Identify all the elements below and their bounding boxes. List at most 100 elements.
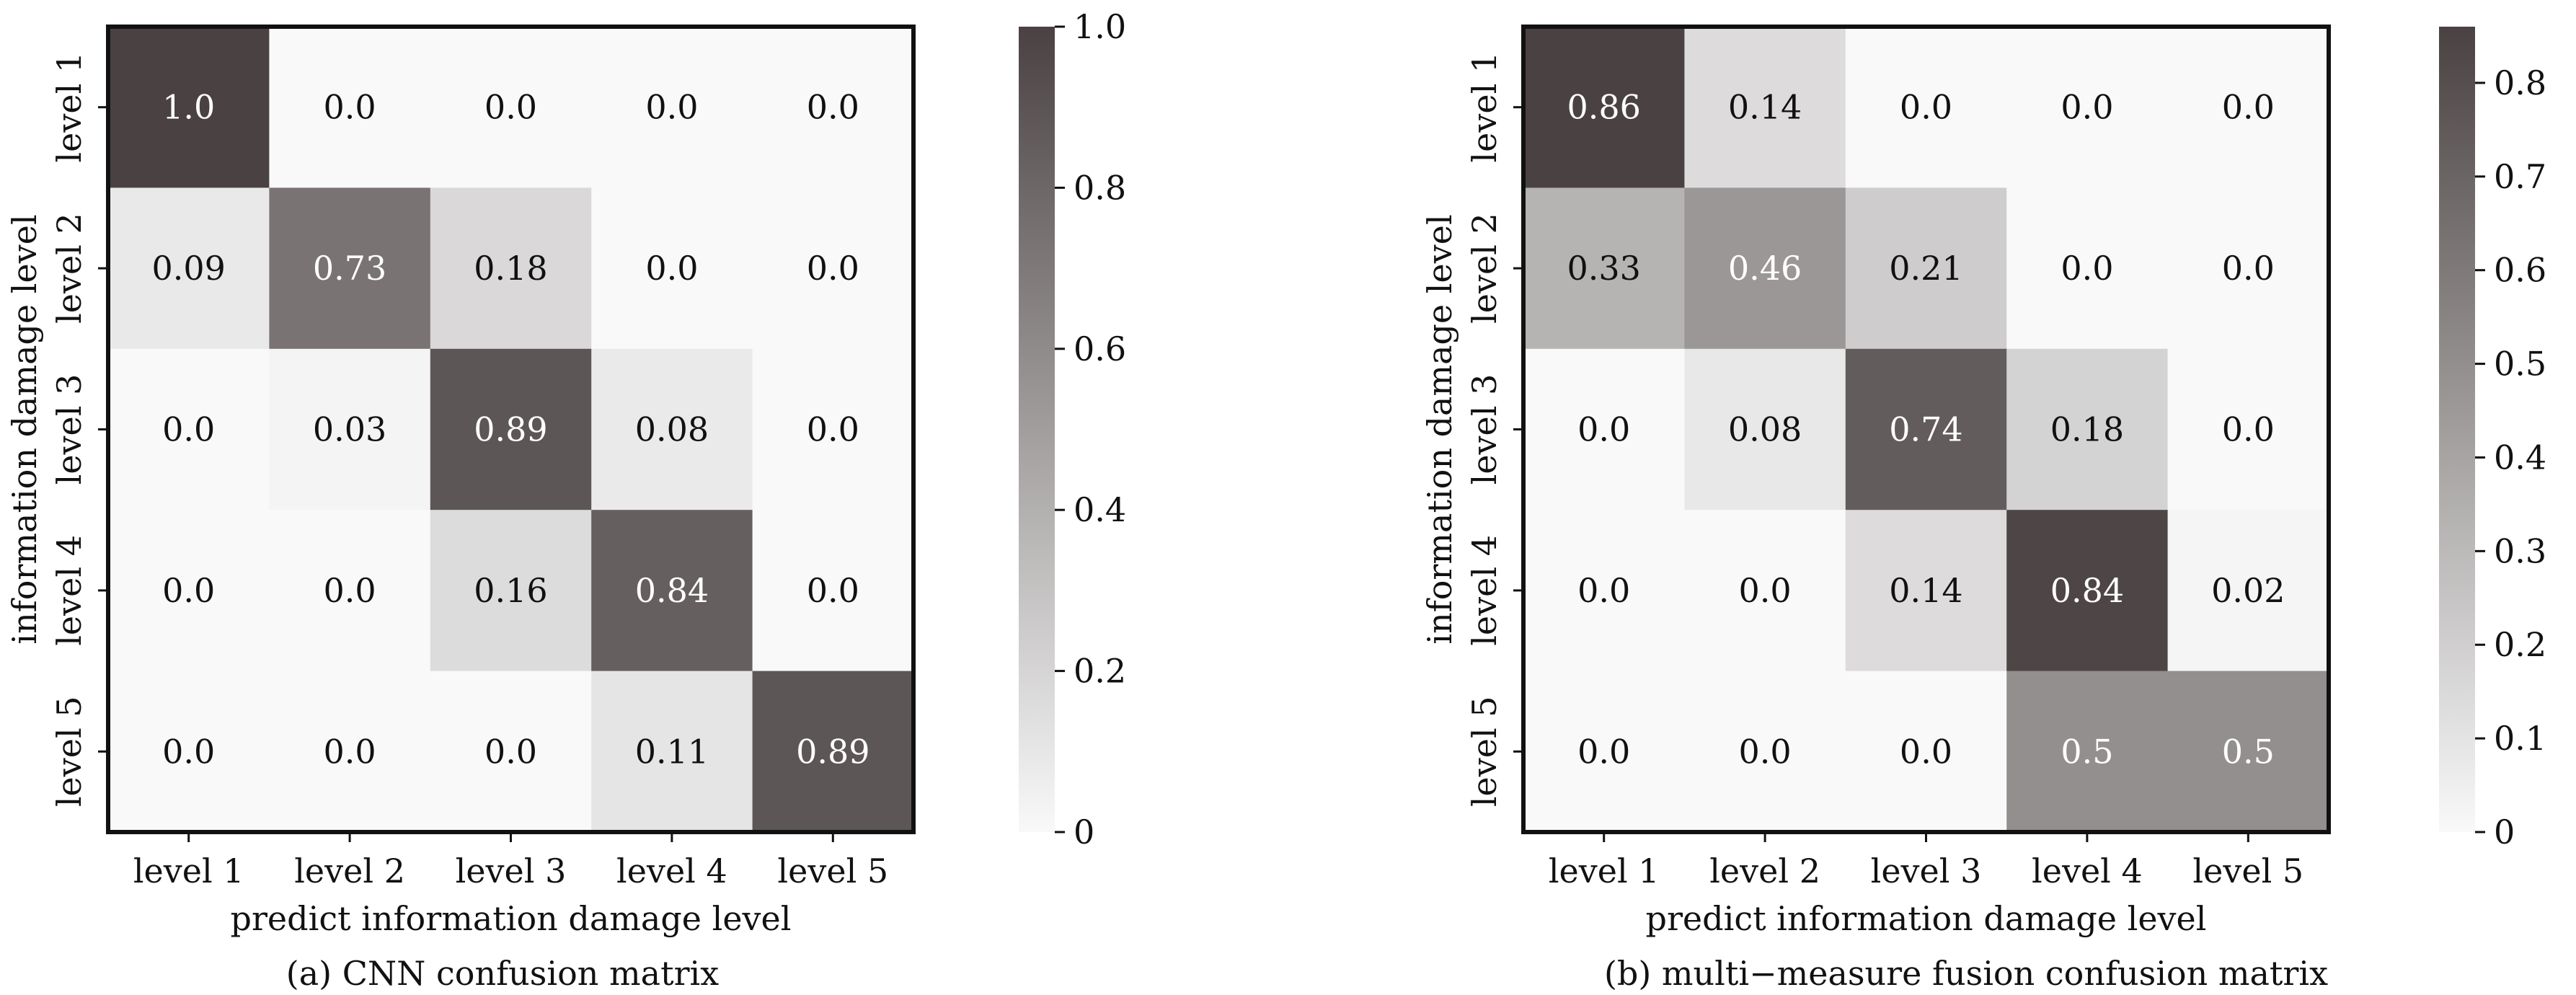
cell-value-label: 0.89	[796, 732, 869, 771]
cell-value-label: 0.0	[2222, 410, 2275, 449]
y-tick-label: level 2	[1465, 213, 1504, 324]
heatmap-cell	[591, 510, 753, 672]
cell-value-label: 0.5	[2222, 732, 2275, 771]
heatmap-panel-2: 0.86 0.14 0.0 0.0 0.0 0.33 0.46 0.21 0.0 0.0 0.0 0.…	[1420, 25, 2546, 993]
heatmap-cell	[1845, 187, 2007, 350]
cell-value-label: 0.18	[474, 249, 547, 288]
cell-value-label: 0.74	[1889, 410, 1962, 449]
cell-value-label: 0.0	[324, 88, 376, 127]
y-axis-label: information damage level	[5, 214, 44, 644]
heatmap-cell	[2006, 27, 2169, 188]
heatmap-cell	[108, 348, 270, 510]
y-tick-label: level 4	[50, 535, 89, 646]
colorbar-tick-label: 0.4	[2494, 438, 2546, 477]
heatmap-cell	[1523, 187, 1685, 350]
cell-value-label: 0.0	[1577, 410, 1630, 449]
heatmap-cell	[1845, 671, 2007, 833]
heatmap-cell	[1845, 510, 2007, 672]
heatmap-cell	[430, 510, 592, 672]
heatmap-cell	[1523, 671, 1685, 833]
cell-value-label: 0.0	[807, 571, 859, 610]
heatmap-cell	[1523, 27, 1685, 188]
cell-value-label: 0.0	[1739, 732, 1792, 771]
heatmap-cell	[2006, 671, 2169, 833]
heatmap-cell	[752, 671, 914, 833]
cell-value-label: 0.0	[1900, 732, 1952, 771]
colorbar-tick-label: 0.1	[2494, 719, 2546, 758]
cell-value-label: 0.86	[1567, 88, 1640, 127]
colorbar-tick-label: 0.8	[1074, 168, 1126, 207]
heatmap-cell	[2167, 510, 2329, 672]
cell-value-label: 0.09	[151, 249, 225, 288]
heatmap-cell	[269, 348, 431, 510]
cell-value-label: 0.0	[1739, 571, 1792, 610]
heatmap-cell	[2006, 348, 2169, 510]
cell-value-label: 0.21	[1889, 249, 1962, 288]
cell-value-label: 0.0	[2222, 88, 2275, 127]
cell-value-label: 0.0	[807, 249, 859, 288]
heatmap-cell	[430, 27, 592, 188]
cell-value-label: 0.0	[807, 410, 859, 449]
colorbar-tick-label: 0.7	[2494, 157, 2546, 196]
heatmap-cell	[1684, 510, 1846, 672]
cell-value-label: 0.0	[2061, 249, 2113, 288]
colorbar-tick-label: 0.8	[2494, 63, 2546, 102]
cell-value-label: 0.73	[313, 249, 386, 288]
cell-value-label: 0.0	[1577, 571, 1630, 610]
cell-value-label: 0.0	[1900, 88, 1952, 127]
cell-value-label: 0.14	[1728, 88, 1802, 127]
cell-value-label: 0.02	[2211, 571, 2285, 610]
cell-value-label: 0.46	[1728, 249, 1802, 288]
heatmap-cell	[591, 348, 753, 510]
x-tick-label: level 2	[294, 852, 405, 890]
heatmap-cell	[2167, 348, 2329, 510]
cell-value-label: 0.14	[1889, 571, 1962, 610]
y-tick-label: level 5	[1465, 696, 1504, 807]
heatmap-cell	[108, 510, 270, 672]
heatmap-cell	[2167, 187, 2329, 350]
heatmap-cell	[430, 187, 592, 350]
colorbar-tick-label: 0.6	[2494, 251, 2546, 290]
heatmap-cell	[752, 187, 914, 350]
cell-value-label: 0.03	[313, 410, 386, 449]
heatmap-cell	[1845, 27, 2007, 188]
cell-value-label: 0.84	[2050, 571, 2124, 610]
x-tick-label: level 5	[2192, 852, 2303, 890]
heatmap-cell	[2006, 510, 2169, 672]
cell-value-label: 0.0	[484, 88, 537, 127]
x-tick-label: level 1	[133, 852, 244, 890]
cell-value-label: 0.0	[2061, 88, 2113, 127]
cell-value-label: 0.0	[484, 732, 537, 771]
cell-value-label: 0.0	[645, 249, 698, 288]
cell-value-label: 0.16	[474, 571, 547, 610]
cell-value-label: 0.0	[324, 571, 376, 610]
colorbar-tick-label: 0.6	[1074, 330, 1126, 368]
colorbar-tick-label: 0.5	[2494, 345, 2546, 384]
x-tick-label: level 4	[2032, 852, 2143, 890]
colorbar-tick-label: 0	[1074, 813, 1094, 852]
cell-value-label: 0.84	[635, 571, 709, 610]
heatmap-cell	[752, 348, 914, 510]
x-axis-label: predict information damage level	[231, 899, 792, 938]
heatmap-cell	[2006, 187, 2169, 350]
heatmap-cell	[752, 27, 914, 188]
colorbar-tick-label: 0.3	[2494, 531, 2546, 570]
colorbar	[1019, 27, 1055, 832]
cell-value-label: 0.0	[2222, 249, 2275, 288]
heatmap-cell	[1523, 510, 1685, 672]
y-tick-label: level 5	[50, 696, 89, 807]
heatmap-cell	[1684, 348, 1846, 510]
x-tick-label: level 3	[1871, 852, 1982, 890]
x-tick-label: level 2	[1709, 852, 1820, 890]
x-tick-label: level 3	[456, 852, 567, 890]
cell-value-label: 0.0	[162, 571, 215, 610]
x-tick-label: level 4	[616, 852, 727, 890]
cell-value-label: 0.18	[2050, 410, 2124, 449]
heatmap-cell	[591, 187, 753, 350]
heatmap-cell	[2167, 27, 2329, 188]
y-tick-label: level 1	[1465, 52, 1504, 163]
heatmap-cell	[1684, 671, 1846, 833]
x-tick-label: level 5	[777, 852, 888, 890]
panel-caption: (a) CNN confusion matrix	[286, 954, 719, 993]
